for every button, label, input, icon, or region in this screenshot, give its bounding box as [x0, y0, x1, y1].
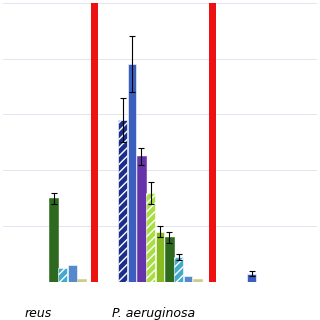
Bar — [128, 64, 136, 282]
Bar — [68, 265, 76, 282]
Bar — [165, 237, 174, 282]
Bar — [118, 120, 127, 282]
Bar — [184, 276, 192, 282]
Bar — [137, 156, 146, 282]
Bar — [91, 3, 98, 282]
Bar — [49, 198, 58, 282]
Bar — [59, 268, 67, 282]
Bar — [193, 279, 202, 282]
Bar — [156, 232, 164, 282]
Text: reus: reus — [24, 307, 52, 320]
Bar — [209, 3, 216, 282]
Text: P. aeruginosa: P. aeruginosa — [112, 307, 195, 320]
Bar — [247, 274, 256, 282]
Bar — [146, 193, 155, 282]
Bar — [77, 279, 86, 282]
Bar — [174, 257, 183, 282]
